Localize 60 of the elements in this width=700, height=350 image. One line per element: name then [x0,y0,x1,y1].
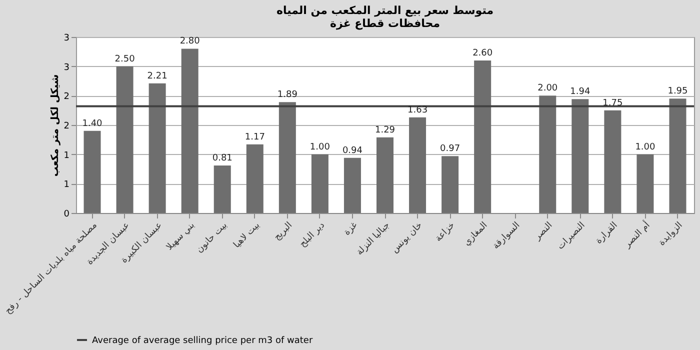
y-tick-label: 2 [64,122,70,132]
x-tick-label: خزاعة [434,220,458,244]
x-tick-label: خان يونس [390,220,425,256]
x-tick-label: دير البلح [298,220,328,250]
data-label: 1.00 [310,142,330,152]
data-label: 2.80 [180,36,200,47]
bar [311,154,328,213]
x-tick-label: بيت حانون [194,220,230,256]
data-label: 1.63 [408,105,428,116]
bar [214,165,231,213]
x-tick-label: النصيرات [556,220,588,252]
bar [604,110,622,213]
bar [116,66,134,213]
data-label: 1.89 [277,90,298,100]
y-axis-title: شيكل لكل متر مكعب [50,74,61,177]
x-tick-label: النصر [532,220,555,243]
data-label: 1.94 [570,87,590,98]
x-tick-label: البريج [272,220,294,243]
data-label: 1.29 [374,125,396,136]
x-tick-label: المغازي [462,220,490,248]
data-label: 2.21 [147,71,168,82]
bar [278,102,296,213]
bar [669,98,686,213]
bar [442,156,459,213]
data-label: 2.00 [538,84,558,94]
data-label: 0.81 [212,153,232,164]
data-label: 0.94 [342,146,363,156]
text: محافظات قطاع غزة [330,17,440,30]
bar [636,154,654,213]
bar [376,137,394,213]
data-label: 1.95 [668,86,688,97]
x-tick-label: بني سهيلا [164,220,197,253]
data-label: 1.00 [635,142,656,152]
data-label: 1.40 [82,118,103,129]
bar [572,99,589,213]
x-tick-label: بيت لاهيا [232,220,262,250]
y-tick-label: 1 [64,150,70,161]
bar [148,83,166,213]
bar [84,130,101,213]
data-label: 2.60 [472,48,493,58]
x-tick-label: الزوايدة [657,220,685,248]
x-tick-label: أم النصر [620,219,652,251]
x-tick-label: القرارة [594,220,620,246]
bar [246,144,264,213]
data-label: 1.17 [244,132,265,142]
bar [539,96,556,213]
y-tick-label: 3 [64,34,70,44]
bar [474,60,492,213]
data-label: 2.50 [114,54,136,64]
bar [409,117,426,213]
y-tick-label: 3 [64,62,70,73]
text: متوسط سعر بيع المتر المكعب من المياه [276,4,494,17]
bar [344,158,361,213]
data-label: 0.97 [440,144,460,154]
y-tick-label: 1 [64,180,70,190]
bar [181,48,198,213]
legend-label: Average of average selling price per m3 of water [92,336,313,346]
y-tick-label: 0 [64,210,70,220]
x-tick-label: السوارقة [491,220,522,252]
y-tick-label: 2 [64,92,70,102]
